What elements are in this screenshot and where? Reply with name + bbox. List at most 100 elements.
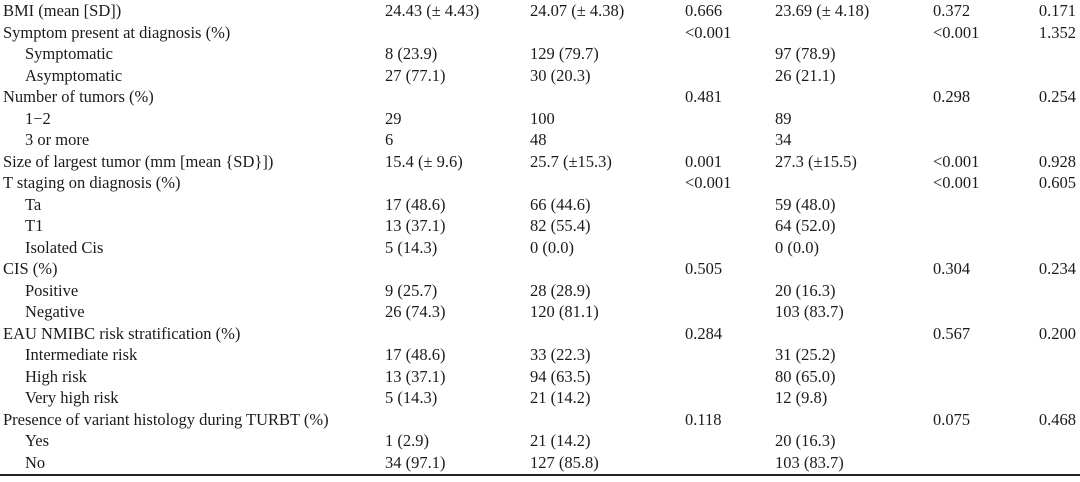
cell-value: 0.666 xyxy=(685,1,723,20)
cell-value: 8 (23.9) xyxy=(385,44,438,63)
cell-value xyxy=(933,194,1025,216)
cell-value: 80 (65.0) xyxy=(775,366,836,386)
table-row: EAU NMIBC risk stratification (%) 0.284 0.… xyxy=(0,323,1080,345)
cell-value xyxy=(1025,215,1080,237)
cell-value: 13 (37.1) xyxy=(385,366,446,386)
row-label: Symptom present at diagnosis (%) xyxy=(3,22,231,42)
row-label: Isolated Cis xyxy=(25,237,104,257)
cell-value xyxy=(775,258,933,280)
cell-value: 29 xyxy=(385,108,402,128)
cell-value: 0.481 xyxy=(685,87,723,106)
cell-value: 26 (21.1) xyxy=(775,65,836,85)
cell-value: 82 (55.4) xyxy=(530,216,591,235)
cell-value: <0.001 xyxy=(685,22,732,42)
cell-value xyxy=(385,172,530,194)
cell-value xyxy=(775,172,933,194)
cell-value: 66 (44.6) xyxy=(530,194,591,214)
cell-value xyxy=(775,86,933,108)
cell-value xyxy=(685,387,775,409)
table-row: 3 or more 6 48 34 xyxy=(0,129,1080,151)
cell-value xyxy=(385,409,530,431)
cell-value xyxy=(530,86,685,108)
cell-value xyxy=(685,237,775,259)
cell-value xyxy=(933,237,1025,259)
cell-value xyxy=(530,323,685,345)
cell-value xyxy=(933,65,1025,87)
table-row: High risk 13 (37.1) 94 (63.5) 80 (65.0) xyxy=(0,366,1080,388)
cell-value xyxy=(933,387,1025,409)
table-row: Asymptomatic 27 (77.1) 30 (20.3) 26 (21.1) xyxy=(0,65,1080,87)
row-label: Size of largest tumor (mm [mean {SD}]) xyxy=(3,151,274,171)
cell-value xyxy=(1025,129,1080,151)
row-label: Number of tumors (%) xyxy=(3,87,154,106)
cell-value xyxy=(1025,452,1080,474)
cell-value: 103 (83.7) xyxy=(775,302,844,321)
row-label: High risk xyxy=(25,366,87,386)
cell-value xyxy=(1025,430,1080,452)
cell-value: 0.298 xyxy=(933,87,971,106)
cell-value xyxy=(685,215,775,237)
cell-value: 20 (16.3) xyxy=(775,280,836,300)
cell-value: 0.001 xyxy=(685,151,723,171)
cell-value: 26 (74.3) xyxy=(385,302,446,321)
cell-value xyxy=(933,301,1025,323)
cell-value: 5 (14.3) xyxy=(385,237,438,257)
cell-value: 0.567 xyxy=(933,323,971,343)
row-label: BMI (mean [SD]) xyxy=(3,1,122,20)
table-row: Intermediate risk 17 (48.6) 33 (22.3) 31 (2… xyxy=(0,344,1080,366)
cell-value xyxy=(933,452,1025,474)
cell-value xyxy=(1025,237,1080,259)
cell-value xyxy=(685,430,775,452)
cell-value xyxy=(933,215,1025,237)
row-label: CIS (%) xyxy=(3,259,58,278)
row-label: Very high risk xyxy=(25,388,119,407)
cell-value xyxy=(685,194,775,216)
cell-value xyxy=(685,43,775,65)
cell-value xyxy=(1025,280,1080,302)
cell-value: 0 (0.0) xyxy=(775,237,819,257)
cell-value xyxy=(685,65,775,87)
cell-value: 9 (25.7) xyxy=(385,280,438,300)
cell-value: 24.07 (± 4.38) xyxy=(530,1,625,20)
cell-value: 0.284 xyxy=(685,323,723,343)
row-label: Yes xyxy=(25,431,50,450)
cell-value: 103 (83.7) xyxy=(775,452,844,472)
cell-value: 0 (0.0) xyxy=(530,237,574,257)
row-label: Intermediate risk xyxy=(25,345,138,364)
row-label: Ta xyxy=(25,194,42,214)
row-label: T staging on diagnosis (%) xyxy=(3,173,181,192)
cell-value: 12 (9.8) xyxy=(775,388,828,407)
cell-value xyxy=(1025,194,1080,216)
cell-value xyxy=(385,323,530,345)
table-row: 1−2 29 100 89 xyxy=(0,108,1080,130)
table-row: Symptom present at diagnosis (%) <0.001 <0… xyxy=(0,22,1080,44)
row-label: 1−2 xyxy=(25,108,51,128)
cell-value: 15.4 (± 9.6) xyxy=(385,151,463,171)
table-row: Presence of variant histology during TUR… xyxy=(0,409,1080,431)
cell-value xyxy=(1025,65,1080,87)
cell-value: 13 (37.1) xyxy=(385,216,446,235)
cell-value: 25.7 (±15.3) xyxy=(530,151,612,171)
cell-value: <0.001 xyxy=(933,151,980,171)
cell-value: 97 (78.9) xyxy=(775,44,836,63)
cell-value: 0.372 xyxy=(933,1,971,20)
cell-value xyxy=(933,108,1025,130)
cell-value xyxy=(685,366,775,388)
cell-value: 23.69 (± 4.18) xyxy=(775,1,870,20)
row-label: T1 xyxy=(25,216,44,235)
row-label: Asymptomatic xyxy=(25,65,123,85)
table-row: BMI (mean [SD]) 24.43 (± 4.43) 24.07 (± 4.… xyxy=(0,0,1080,22)
cell-value: 5 (14.3) xyxy=(385,388,438,407)
cell-value: 64 (52.0) xyxy=(775,216,836,235)
cell-value xyxy=(933,344,1025,366)
cell-value: 27 (77.1) xyxy=(385,65,446,85)
table-row: CIS (%) 0.505 0.304 0.234 xyxy=(0,258,1080,280)
cell-value: 0.254 xyxy=(1038,87,1076,106)
cell-value xyxy=(530,258,685,280)
cell-value xyxy=(685,129,775,151)
cell-value xyxy=(1025,301,1080,323)
cell-value: 129 (79.7) xyxy=(530,44,599,63)
row-label: Symptomatic xyxy=(25,44,113,63)
row-label: No xyxy=(25,452,46,472)
